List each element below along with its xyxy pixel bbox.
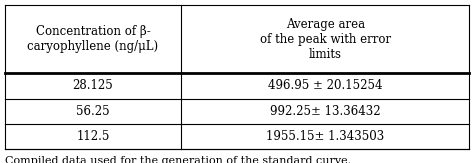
Text: Average area
of the peak with error
limits: Average area of the peak with error limi… xyxy=(260,18,391,61)
Text: Compiled data used for the generation of the standard curve.: Compiled data used for the generation of… xyxy=(5,156,351,163)
Text: 112.5: 112.5 xyxy=(76,130,109,143)
Text: 1955.15± 1.343503: 1955.15± 1.343503 xyxy=(266,130,384,143)
Text: 28.125: 28.125 xyxy=(73,80,113,92)
Text: 56.25: 56.25 xyxy=(76,105,110,118)
Text: 992.25± 13.36432: 992.25± 13.36432 xyxy=(270,105,381,118)
Text: Concentration of β-
caryophyllene (ng/μL): Concentration of β- caryophyllene (ng/μL… xyxy=(27,25,159,53)
Text: 496.95 ± 20.15254: 496.95 ± 20.15254 xyxy=(268,80,383,92)
